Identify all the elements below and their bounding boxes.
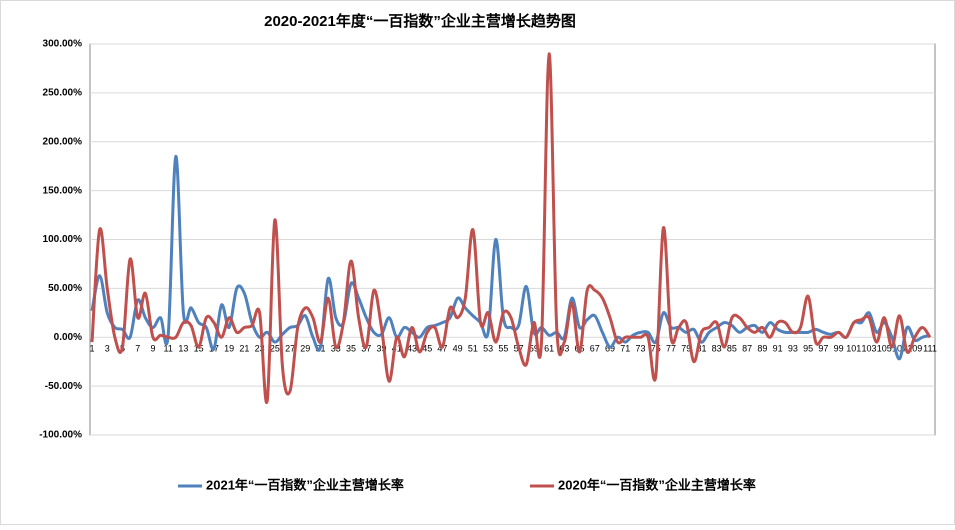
x-tick-label: 97 bbox=[818, 344, 828, 354]
x-tick-label: 105 bbox=[877, 344, 892, 354]
legend-label: 2021年“一百指数”企业主营增长率 bbox=[206, 477, 404, 492]
x-tick-label: 61 bbox=[544, 344, 554, 354]
x-tick-label: 93 bbox=[788, 344, 798, 354]
y-tick-label: 50.00% bbox=[48, 283, 82, 294]
x-tick-label: 35 bbox=[346, 344, 356, 354]
y-tick-label: -100.00% bbox=[39, 430, 82, 441]
x-tick-label: 59 bbox=[529, 344, 539, 354]
x-tick-label: 73 bbox=[636, 344, 646, 354]
y-tick-label: -50.00% bbox=[45, 381, 82, 392]
x-tick-label: 69 bbox=[605, 344, 615, 354]
x-tick-label: 87 bbox=[742, 344, 752, 354]
x-tick-label: 79 bbox=[681, 344, 691, 354]
y-tick-label: 250.00% bbox=[43, 88, 83, 99]
chart-title: 2020-2021年度“一百指数”企业主营增长趋势图 bbox=[264, 12, 576, 30]
x-tick-label: 7 bbox=[135, 344, 140, 354]
x-tick-label: 71 bbox=[620, 344, 630, 354]
x-tick-label: 1 bbox=[89, 344, 94, 354]
x-tick-label: 51 bbox=[468, 344, 478, 354]
x-tick-label: 9 bbox=[150, 344, 155, 354]
x-tick-label: 101 bbox=[846, 344, 861, 354]
x-tick-label: 77 bbox=[666, 344, 676, 354]
x-tick-label: 95 bbox=[803, 344, 813, 354]
x-tick-label: 43 bbox=[407, 344, 417, 354]
x-tick-label: 109 bbox=[907, 344, 922, 354]
x-tick-label: 89 bbox=[757, 344, 767, 354]
x-tick-label: 29 bbox=[300, 344, 310, 354]
x-tick-label: 63 bbox=[559, 344, 569, 354]
legend-label: 2020年“一百指数”企业主营增长率 bbox=[558, 477, 756, 492]
x-tick-label: 107 bbox=[892, 344, 907, 354]
x-tick-label: 25 bbox=[270, 344, 280, 354]
x-tick-label: 27 bbox=[285, 344, 295, 354]
x-tick-label: 23 bbox=[255, 344, 265, 354]
x-tick-label: 39 bbox=[376, 344, 386, 354]
x-tick-label: 103 bbox=[862, 344, 877, 354]
x-tick-label: 111 bbox=[923, 344, 937, 354]
y-tick-label: 200.00% bbox=[43, 136, 83, 147]
x-tick-label: 85 bbox=[727, 344, 737, 354]
x-tick-label: 11 bbox=[164, 344, 173, 354]
x-tick-label: 75 bbox=[651, 344, 661, 354]
x-tick-label: 21 bbox=[239, 344, 249, 354]
y-tick-label: 300.00% bbox=[43, 39, 83, 50]
x-tick-label: 83 bbox=[712, 344, 722, 354]
series-line bbox=[90, 154, 931, 361]
y-tick-label: 100.00% bbox=[43, 234, 83, 245]
x-tick-label: 13 bbox=[178, 344, 188, 354]
x-tick-label: 19 bbox=[224, 344, 234, 354]
series-line bbox=[90, 52, 932, 405]
y-tick-label: 150.00% bbox=[43, 185, 83, 196]
x-tick-label: 15 bbox=[194, 344, 204, 354]
x-tick-label: 67 bbox=[590, 344, 600, 354]
x-tick-label: 55 bbox=[498, 344, 508, 354]
x-tick-label: 3 bbox=[105, 344, 110, 354]
x-tick-label: 45 bbox=[422, 344, 432, 354]
x-tick-label: 41 bbox=[392, 344, 402, 354]
x-tick-label: 49 bbox=[453, 344, 463, 354]
y-tick-label: 0.00% bbox=[54, 332, 82, 343]
x-tick-label: 53 bbox=[483, 344, 493, 354]
x-tick-label: 99 bbox=[834, 344, 844, 354]
x-tick-label: 91 bbox=[773, 344, 783, 354]
x-tick-label: 81 bbox=[696, 344, 706, 354]
